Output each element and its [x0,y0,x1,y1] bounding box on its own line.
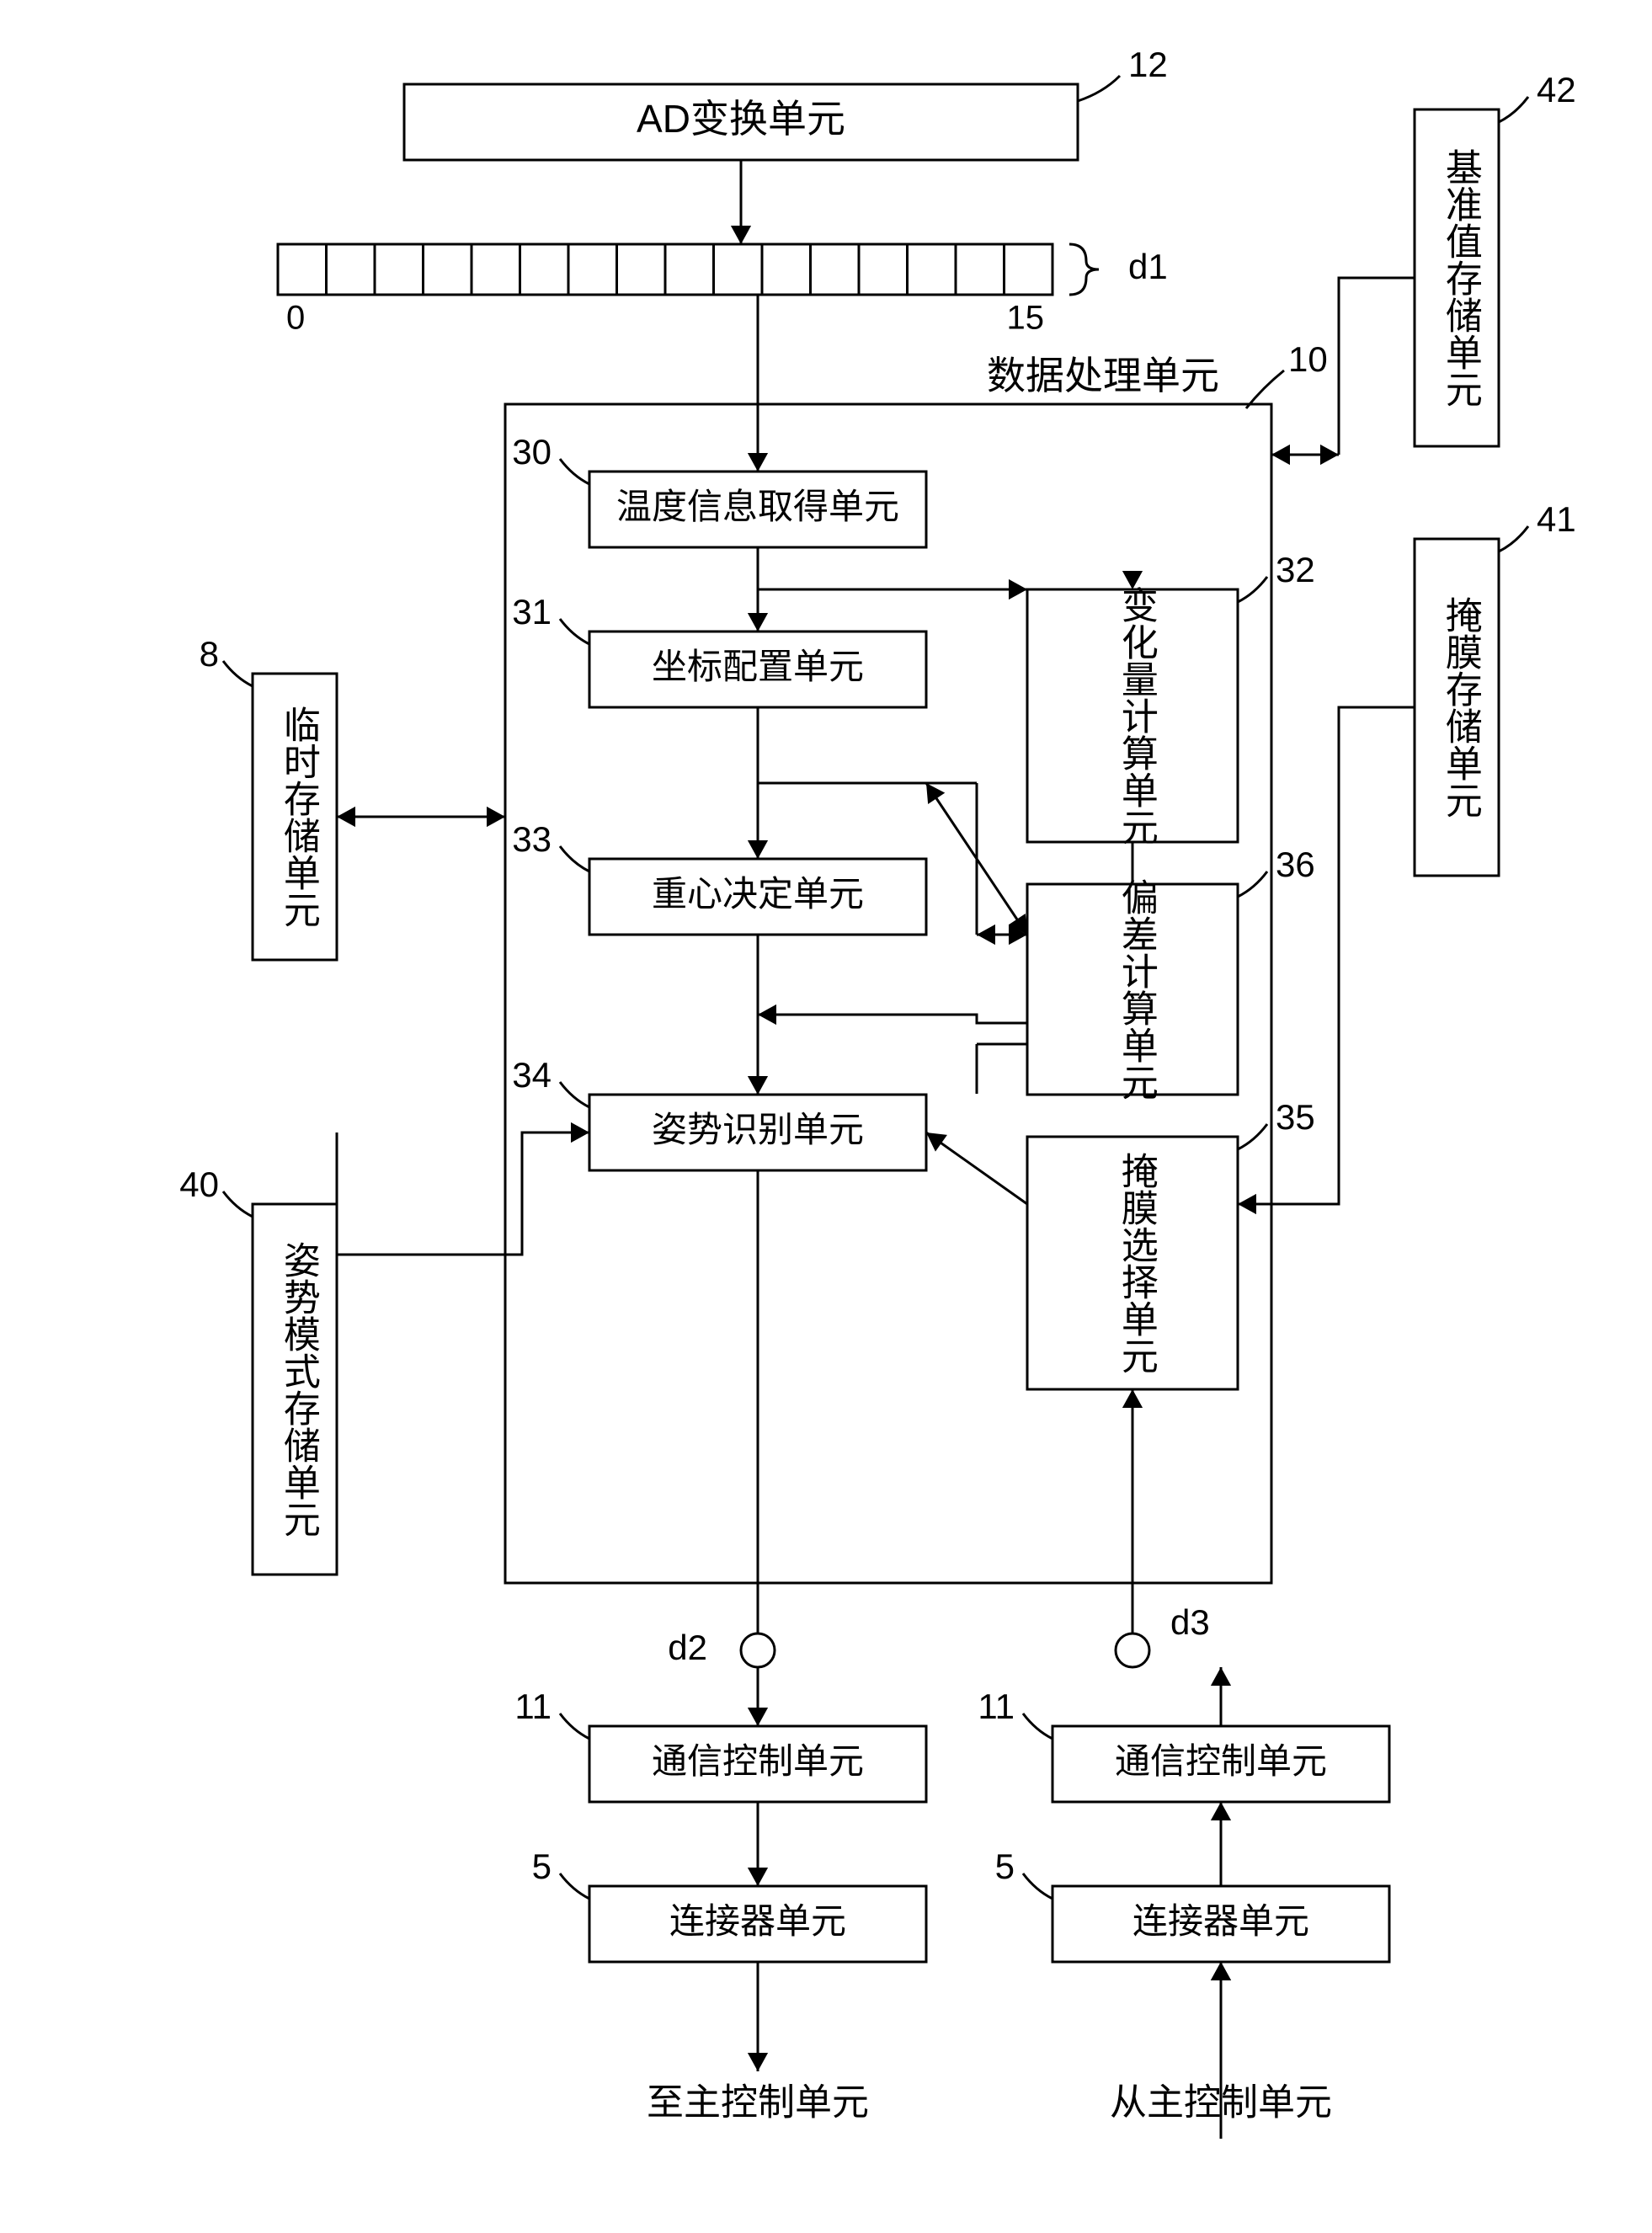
svg-text:临时存储单元: 临时存储单元 [278,706,320,928]
svg-text:15: 15 [1007,300,1045,337]
svg-text:34: 34 [512,1055,552,1095]
svg-text:AD变换单元: AD变换单元 [637,97,845,141]
svg-text:变化量计算单元: 变化量计算单元 [1116,586,1158,845]
svg-text:基准值存储单元: 基准值存储单元 [1440,148,1482,408]
svg-text:温度信息取得单元: 温度信息取得单元 [616,487,899,526]
svg-text:11: 11 [978,1687,1015,1726]
svg-text:重心决定单元: 重心决定单元 [652,874,864,914]
svg-text:8: 8 [200,634,219,674]
svg-text:36: 36 [1276,845,1315,884]
svg-text:5: 5 [532,1847,552,1886]
svg-text:12: 12 [1128,45,1168,84]
svg-text:0: 0 [286,300,305,337]
svg-text:连接器单元: 连接器单元 [669,1901,846,1941]
svg-text:41: 41 [1537,499,1576,539]
svg-text:连接器单元: 连接器单元 [1132,1901,1309,1941]
svg-text:42: 42 [1537,70,1576,109]
svg-text:30: 30 [512,432,552,472]
svg-text:姿势识别单元: 姿势识别单元 [652,1110,864,1149]
svg-text:d1: d1 [1128,247,1168,286]
svg-text:姿势模式存储单元: 姿势模式存储单元 [278,1241,320,1538]
svg-text:40: 40 [179,1164,219,1204]
svg-text:32: 32 [1276,550,1315,589]
svg-text:35: 35 [1276,1097,1315,1137]
svg-text:11: 11 [514,1687,552,1726]
svg-text:通信控制单元: 通信控制单元 [652,1741,864,1781]
svg-text:d2: d2 [668,1628,707,1667]
svg-text:坐标配置单元: 坐标配置单元 [652,647,864,686]
svg-text:至主控制单元: 至主控制单元 [647,2082,869,2124]
svg-text:10: 10 [1288,339,1328,379]
svg-text:数据处理单元: 数据处理单元 [987,354,1219,397]
svg-text:掩膜存储单元: 掩膜存储单元 [1440,596,1482,818]
svg-text:通信控制单元: 通信控制单元 [1115,1741,1327,1781]
svg-text:31: 31 [512,592,552,632]
svg-text:33: 33 [512,819,552,859]
svg-text:5: 5 [995,1847,1015,1886]
svg-text:d3: d3 [1170,1602,1210,1642]
svg-text:掩膜选择单元: 掩膜选择单元 [1116,1152,1158,1374]
svg-text:偏差计算单元: 偏差计算单元 [1116,878,1158,1101]
